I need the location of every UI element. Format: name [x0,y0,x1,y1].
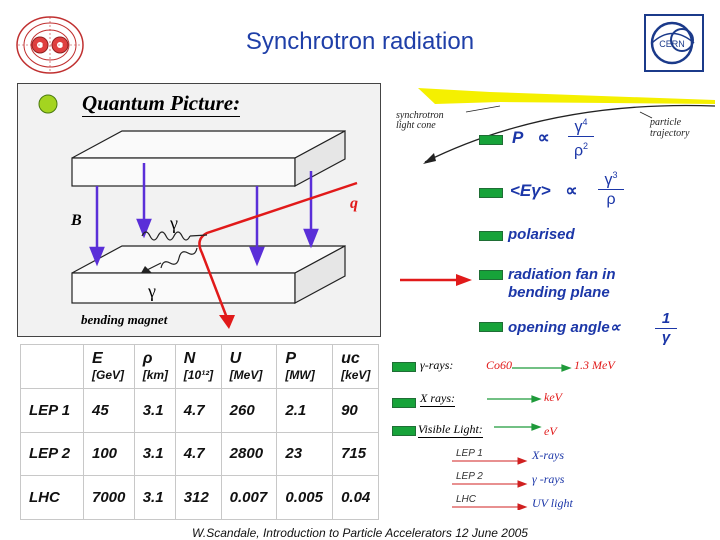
light-cone-label: synchrotron light cone [396,111,444,131]
light-cone-label-line1: synchrotron [396,110,444,121]
prop-opening: opening angle∝ [508,319,621,336]
cern-logo-text: CERN [659,39,685,49]
bullet-icon [479,188,503,198]
table-header [20,344,84,389]
prop-power-den-exp: 2 [583,141,589,152]
spectrum-gamma-value: 1.3 MeV [574,358,615,372]
quantum-picture-title: Quantum Picture: [82,91,241,117]
slide-footer: W.Scandale, Introduction to Particle Acc… [192,526,528,540]
prop-power-prefix: P [512,128,523,147]
prop-power: P ∝ [512,128,550,148]
bullet-icon [479,135,503,145]
table-row: LEP 1 45 3.1 4.7 260 2.1 90 [20,388,379,433]
bullet-icon [479,231,503,241]
prop-energy-prefix: <Eγ> [510,181,551,200]
table-row: LHC 7000 3.1 312 0.007 0.005 0.04 [20,475,379,520]
table-header: uc [keV] [332,344,379,389]
machine-lep1-type: X-rays [532,448,564,462]
bullet-icon [479,322,503,332]
table-header: P [MW] [276,344,334,389]
light-cone-label-line2: light cone [396,120,436,131]
lhc-logo-icon [16,16,84,74]
label-gamma-bottom: γ [148,281,156,301]
table-header: ρ [km] [133,344,176,389]
red-arrow-icon [400,274,472,286]
bullet-icon [392,398,416,408]
trajectory-label-line1: particle [650,117,682,128]
machine-lhc-type: UV light [532,496,573,510]
bullet-icon [392,362,416,372]
prop-power-num-exp: 4 [582,117,588,127]
label-B: B [71,212,82,229]
prop-power-den: ρ [573,142,584,160]
spectrum-visible-value: eV [544,424,557,438]
bending-magnet-diagram [71,129,358,329]
prop-polarised: polarised [508,226,575,243]
light-cone-diagram [418,88,715,164]
label-q: q [350,195,358,212]
spectrum-xray-label: X rays: [420,391,455,407]
bending-magnet-caption: bending magnet [81,312,168,327]
machine-lep2-label: LEP 2 [456,471,483,482]
prop-power-num: γ [574,118,583,136]
machine-lep2-type: γ -rays [532,472,565,486]
prop-opening-num: 1 [655,310,677,329]
spectrum-gamma-label: γ-rays: [420,358,454,372]
machine-lep1-label: LEP 1 [456,448,483,459]
prop-power-rel: ∝ [537,128,550,147]
bullet-icon [392,426,416,436]
prop-energy-den: ρ [606,191,616,209]
prop-opening-fraction: 1 γ [655,310,677,347]
parameters-table: E [GeV] ρ [km] N [10¹²] U [MeV] P [MW] uc [keV… [20,344,379,520]
spectrum-xray-value: keV [544,390,562,404]
bullet-icon [479,270,503,280]
prop-energy-num-exp: 3 [612,170,618,180]
slide-title: Synchrotron radiation [245,28,475,55]
spectrum-arrows [452,364,572,510]
table-row: LEP 2 100 3.1 4.7 2800 23 715 [20,431,379,477]
table-header: U [MeV] [220,344,278,389]
prop-energy-rel: ∝ [565,181,578,200]
trajectory-label: particle trajectory [650,117,689,139]
cern-logo-icon: CERN [644,14,704,72]
table-header: E [GeV] [83,344,135,389]
trajectory-label-line2: trajectory [650,128,690,139]
spectrum-gamma-mid: Co60 [486,358,513,372]
label-gamma-top: γ [170,213,178,233]
machine-lhc-label: LHC [456,494,477,505]
green-bullet-icon [38,94,58,114]
prop-opening-den: γ [661,329,671,346]
prop-power-fraction: γ4 ρ2 [568,113,594,161]
prop-energy-fraction: γ3 ρ [598,166,624,209]
spectrum-visible-label: Visible Light: [418,422,483,438]
prop-energy: <Eγ> ∝ [510,181,578,201]
prop-energy-num: γ [604,171,613,189]
prop-fan: radiation fan in bending plane [508,266,616,301]
table-header: N [10¹²] [174,344,222,389]
